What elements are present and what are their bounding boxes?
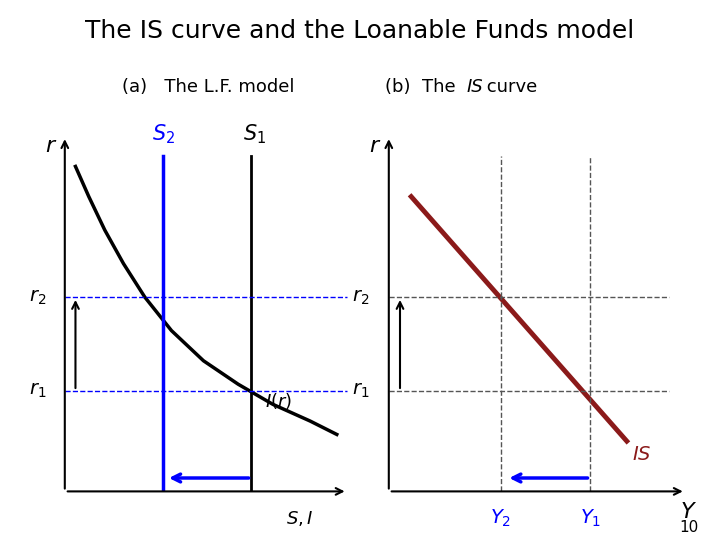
Text: 10: 10: [679, 519, 698, 535]
Text: curve: curve: [481, 78, 537, 96]
Text: $\mathit{r_2}$: $\mathit{r_2}$: [352, 288, 369, 307]
Text: The IS curve and the Loanable Funds model: The IS curve and the Loanable Funds mode…: [86, 19, 634, 43]
Text: $\mathit{S_2}$: $\mathit{S_2}$: [152, 123, 175, 146]
Text: $\mathit{r_2}$: $\mathit{r_2}$: [29, 288, 46, 307]
Text: $\mathit{r_1}$: $\mathit{r_1}$: [29, 381, 46, 400]
Text: $\mathit{Y_1}$: $\mathit{Y_1}$: [580, 508, 601, 529]
Text: $\mathit{I(r)}$: $\mathit{I(r)}$: [265, 391, 292, 411]
Text: IS: IS: [467, 78, 483, 96]
Text: $\mathit{Y}$: $\mathit{Y}$: [680, 502, 697, 522]
Text: $\mathit{S_1}$: $\mathit{S_1}$: [243, 123, 266, 146]
Text: $\mathit{r_1}$: $\mathit{r_1}$: [352, 381, 369, 400]
Text: $\mathit{r}$: $\mathit{r}$: [45, 137, 58, 157]
Text: $\mathit{IS}$: $\mathit{IS}$: [632, 444, 652, 463]
Text: $\mathit{r}$: $\mathit{r}$: [369, 137, 381, 157]
Text: (b)  The: (b) The: [385, 78, 462, 96]
Text: (a)   The L.F. model: (a) The L.F. model: [122, 78, 295, 96]
Text: $\mathit{Y_2}$: $\mathit{Y_2}$: [490, 508, 511, 529]
Text: $\mathit{S, I}$: $\mathit{S, I}$: [286, 509, 313, 528]
